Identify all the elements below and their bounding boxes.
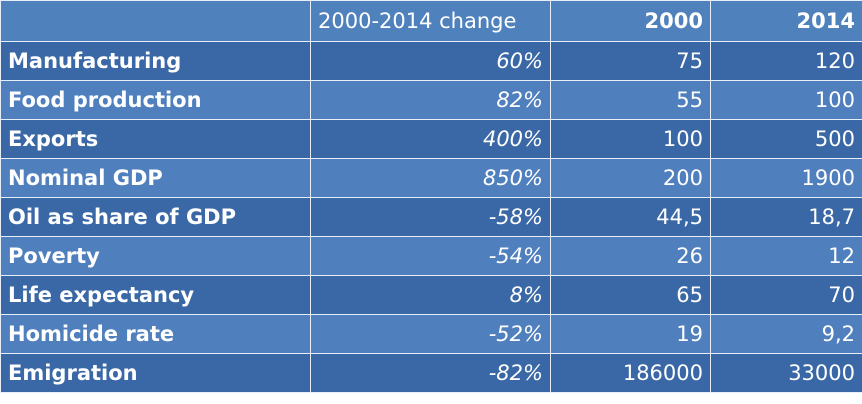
cell: 60% xyxy=(310,41,551,81)
row-label: Life expectancy xyxy=(0,275,311,315)
row-label: Emigration xyxy=(0,353,311,393)
cell: 26 xyxy=(550,236,711,276)
row-label: Nominal GDP xyxy=(0,158,311,198)
cell: 186000 xyxy=(550,353,711,393)
cell: 8% xyxy=(310,275,551,315)
cell: 12 xyxy=(710,236,862,276)
cell: 18,7 xyxy=(710,197,862,237)
table-row: Poverty -54% 26 12 xyxy=(0,236,862,276)
cell: 33000 xyxy=(710,353,862,393)
cell: 75 xyxy=(550,41,711,81)
table-row: Oil as share of GDP -58% 44,5 18,7 xyxy=(0,197,862,237)
cell: 200 xyxy=(550,158,711,198)
row-label: Homicide rate xyxy=(0,314,311,354)
data-table: 2000-2014 change 2000 2014 Manufacturing… xyxy=(0,0,862,393)
table-body: 2000-2014 change 2000 2014 Manufacturing… xyxy=(0,0,862,393)
cell: -58% xyxy=(310,197,551,237)
cell: 1900 xyxy=(710,158,862,198)
header-cell xyxy=(0,0,311,42)
cell: 500 xyxy=(710,119,862,159)
row-label: Oil as share of GDP xyxy=(0,197,311,237)
row-label: Exports xyxy=(0,119,311,159)
cell: 100 xyxy=(710,80,862,120)
cell: 82% xyxy=(310,80,551,120)
table-row: Exports 400% 100 500 xyxy=(0,119,862,159)
table-row: Manufacturing 60% 75 120 xyxy=(0,41,862,81)
cell: 400% xyxy=(310,119,551,159)
row-label: Food production xyxy=(0,80,311,120)
table-row: Homicide rate -52% 19 9,2 xyxy=(0,314,862,354)
row-label: Poverty xyxy=(0,236,311,276)
cell: 44,5 xyxy=(550,197,711,237)
header-cell: 2000 xyxy=(550,0,711,42)
table-row: Emigration -82% 186000 33000 xyxy=(0,353,862,393)
cell: 65 xyxy=(550,275,711,315)
cell: 9,2 xyxy=(710,314,862,354)
cell: -54% xyxy=(310,236,551,276)
table-row: Life expectancy 8% 65 70 xyxy=(0,275,862,315)
header-cell: 2014 xyxy=(710,0,862,42)
header-cell: 2000-2014 change xyxy=(310,0,551,42)
cell: 19 xyxy=(550,314,711,354)
header-row: 2000-2014 change 2000 2014 xyxy=(0,0,862,42)
cell: -52% xyxy=(310,314,551,354)
cell: 55 xyxy=(550,80,711,120)
row-label: Manufacturing xyxy=(0,41,311,81)
table-row: Food production 82% 55 100 xyxy=(0,80,862,120)
cell: 100 xyxy=(550,119,711,159)
cell: 850% xyxy=(310,158,551,198)
cell: 120 xyxy=(710,41,862,81)
table-row: Nominal GDP 850% 200 1900 xyxy=(0,158,862,198)
cell: -82% xyxy=(310,353,551,393)
cell: 70 xyxy=(710,275,862,315)
